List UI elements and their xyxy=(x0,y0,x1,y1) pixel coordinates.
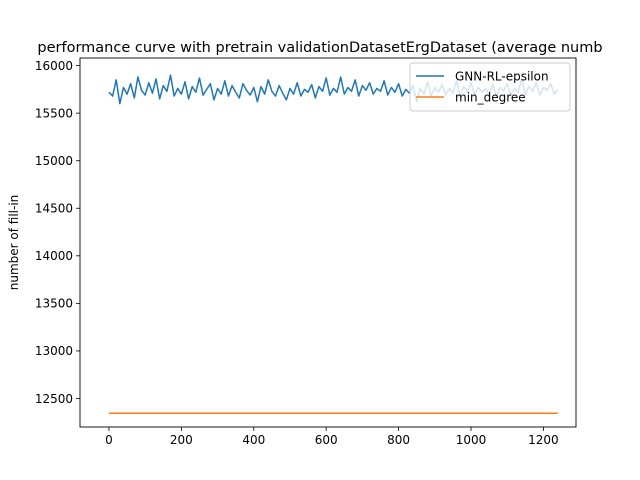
y-tick-label: 14500 xyxy=(35,202,73,216)
legend-label-1: min_degree xyxy=(455,90,526,104)
x-tick-label: 400 xyxy=(242,433,265,447)
series-layer xyxy=(108,74,559,414)
x-tick-label: 1000 xyxy=(456,433,487,447)
y-tick-label: 12500 xyxy=(35,392,73,406)
plot-area xyxy=(79,57,577,428)
x-tick-label: 600 xyxy=(315,433,338,447)
y-tick-label: 13000 xyxy=(35,344,73,358)
y-tick-label: 14000 xyxy=(35,249,73,263)
chart-title: performance curve with pretrain validati… xyxy=(37,40,602,56)
legend-box xyxy=(409,62,571,112)
plot-frame xyxy=(79,57,577,428)
y-tick-label: 15500 xyxy=(35,106,73,120)
x-tick-label: 0 xyxy=(105,433,113,447)
x-tick-label: 800 xyxy=(387,433,410,447)
y-axis: 12500 13000 13500 14000 14500 15000 15500 16000 xyxy=(35,59,80,406)
y-tick-label: 15000 xyxy=(35,154,73,168)
x-tick-label: 1200 xyxy=(528,433,559,447)
legend: GNN-RL-epsilon min_degree xyxy=(409,62,571,112)
x-axis: 0 200 400 600 800 1000 1200 xyxy=(105,427,559,447)
y-tick-label: 13500 xyxy=(35,297,73,311)
legend-label-0: GNN-RL-epsilon xyxy=(455,69,549,83)
y-axis-label: number of fill-in xyxy=(7,195,21,291)
x-tick-label: 200 xyxy=(170,433,193,447)
y-tick-label: 16000 xyxy=(35,59,73,73)
